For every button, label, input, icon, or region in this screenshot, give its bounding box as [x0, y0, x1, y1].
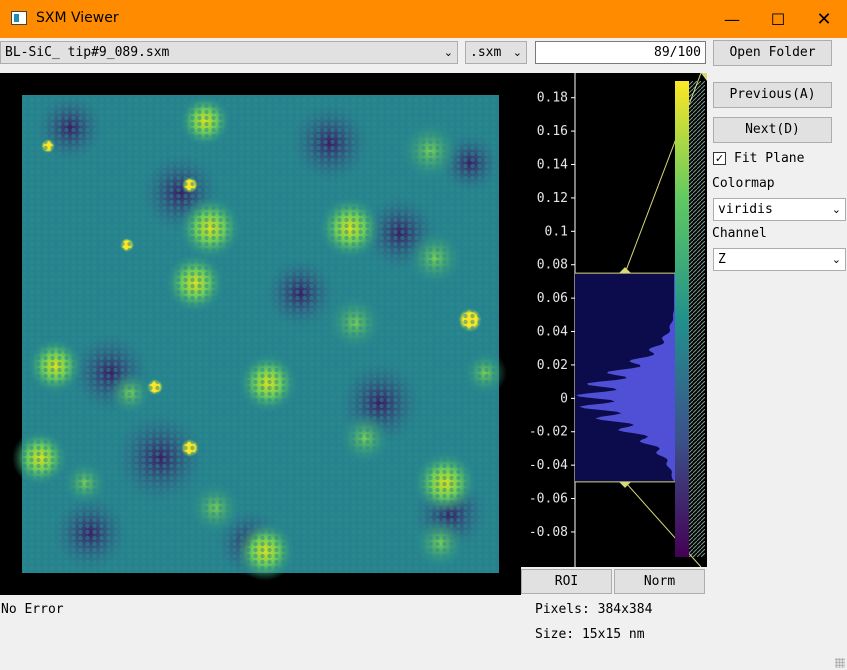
tick-label: -0.04	[529, 458, 568, 473]
colorbar-top-handle[interactable]	[701, 73, 707, 81]
tick-label: 0.16	[537, 124, 568, 139]
close-icon: ✕	[816, 8, 832, 30]
colormap-select-value: viridis	[718, 202, 773, 217]
tick-label: -0.08	[529, 525, 568, 540]
scan-image	[12, 94, 507, 581]
resize-grip[interactable]	[835, 658, 845, 668]
colormap-select[interactable]: viridis ⌄	[713, 198, 846, 221]
app-icon	[11, 11, 27, 25]
check-icon: ✓	[714, 152, 725, 165]
channel-label: Channel	[712, 226, 767, 241]
file-select-value: BL-SiC_ tip#9_089.sxm	[5, 45, 170, 60]
tick-label: 0.06	[537, 291, 568, 306]
maximize-button[interactable]: ☐	[755, 0, 801, 38]
roi-button[interactable]: ROI	[521, 569, 612, 594]
previous-button[interactable]: Previous(A)	[713, 82, 832, 108]
chevron-down-icon: ⌄	[831, 203, 841, 216]
histogram-curve	[575, 273, 675, 482]
minimize-icon: —	[724, 9, 740, 29]
tick-label: -0.02	[529, 425, 568, 440]
level-max-handle[interactable]	[619, 267, 631, 274]
tick-label: 0.08	[537, 258, 568, 273]
histogram-ticks: 0.18 0.16 0.14 0.12 0.1 0.08 0.06 0.04 0.02 0 -0.0…	[529, 91, 575, 540]
minimize-button[interactable]: —	[709, 0, 755, 38]
tick-label: 0.14	[537, 158, 568, 173]
tick-label: 0.18	[537, 91, 568, 106]
chevron-down-icon: ⌄	[443, 46, 453, 59]
extension-select[interactable]: .sxm ⌄	[465, 41, 527, 64]
next-button[interactable]: Next(D)	[713, 117, 832, 143]
colormap-label: Colormap	[712, 176, 775, 191]
tick-label: 0.12	[537, 191, 568, 206]
maximize-icon: ☐	[770, 9, 786, 29]
file-index-field[interactable]: 89/100	[535, 41, 706, 64]
extension-select-value: .sxm	[470, 45, 502, 60]
tick-label: -0.06	[529, 492, 568, 507]
level-min-handle[interactable]	[619, 481, 631, 488]
tick-label: 0	[560, 391, 568, 406]
fit-plane-label: Fit Plane	[734, 151, 805, 166]
title-bar: SXM Viewer — ☐ ✕	[0, 0, 847, 38]
image-plot[interactable]	[0, 73, 521, 595]
window-title: SXM Viewer	[36, 10, 119, 26]
error-status: No Error	[1, 602, 64, 617]
open-folder-button[interactable]: Open Folder	[713, 40, 832, 66]
close-button[interactable]: ✕	[801, 0, 847, 38]
fit-plane-checkbox[interactable]: ✓	[713, 152, 726, 165]
file-select[interactable]: BL-SiC_ tip#9_089.sxm ⌄	[0, 41, 458, 64]
colorbar-gradient-handle[interactable]	[689, 81, 705, 557]
tick-label: 0.02	[537, 358, 568, 373]
tick-label: 0.1	[545, 224, 568, 239]
histogram-panel[interactable]: 0.18 0.16 0.14 0.12 0.1 0.08 0.06 0.04 0.02 0 -0.0…	[521, 72, 707, 568]
size-status: Size: 15x15 nm	[535, 627, 645, 642]
chevron-down-icon: ⌄	[512, 46, 522, 59]
chevron-down-icon: ⌄	[831, 253, 841, 266]
histogram-chart: 0.18 0.16 0.14 0.12 0.1 0.08 0.06 0.04 0.02 0 -0.0…	[529, 72, 707, 568]
norm-button[interactable]: Norm	[614, 569, 705, 594]
tick-label: 0.04	[537, 325, 568, 340]
pixels-status: Pixels: 384x384	[535, 602, 653, 617]
colorbar	[675, 81, 689, 557]
channel-select[interactable]: Z ⌄	[713, 248, 846, 271]
channel-select-value: Z	[718, 252, 726, 267]
